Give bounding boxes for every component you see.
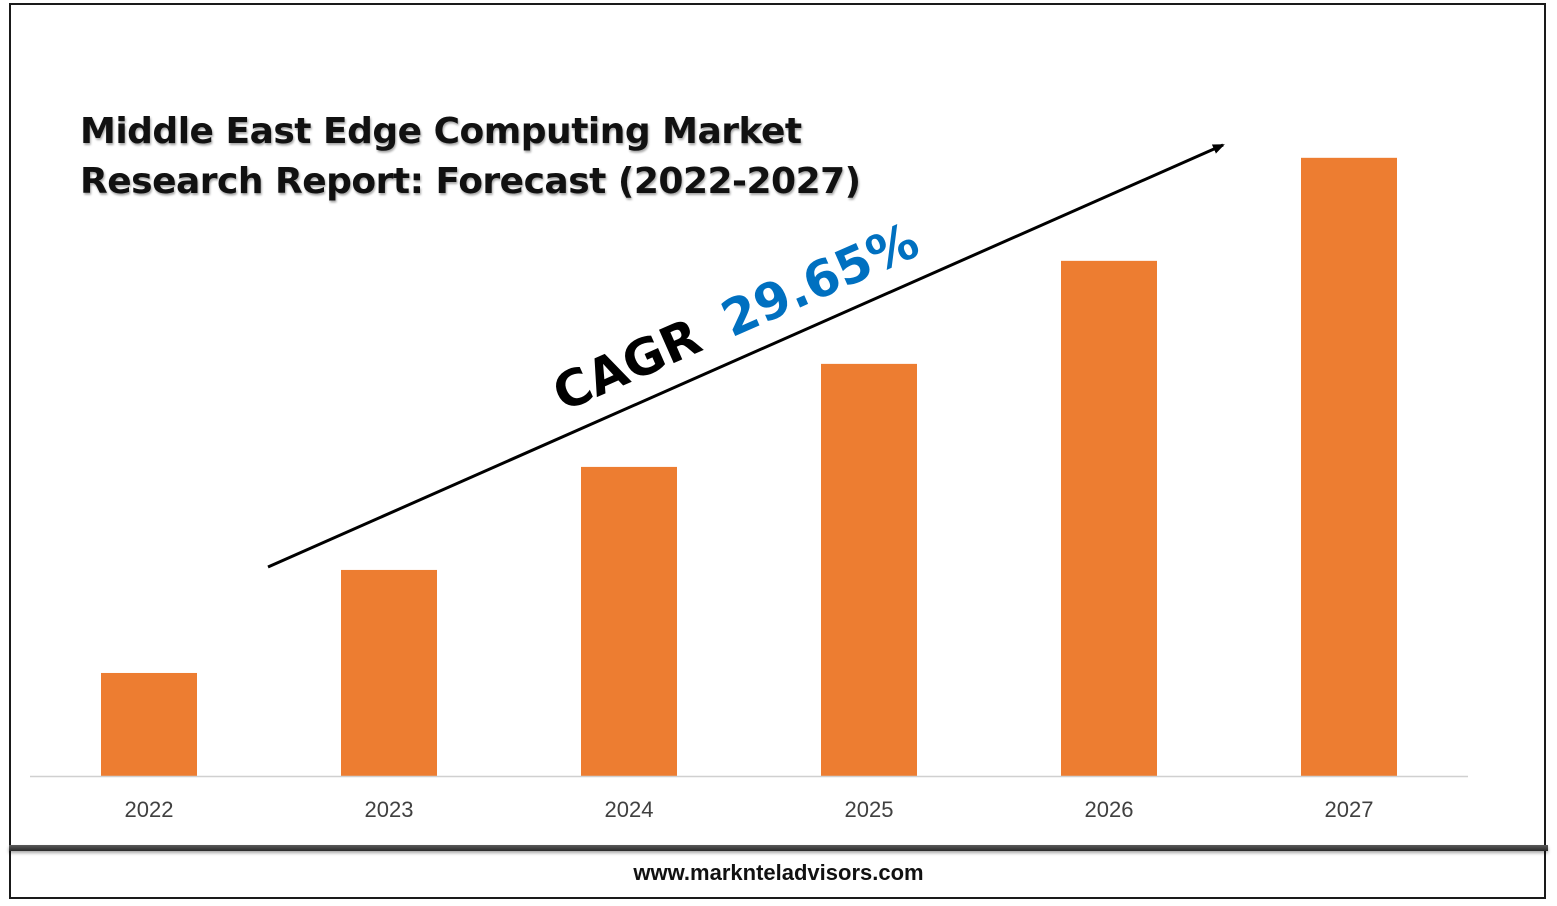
footer-website-url: www.marknteladvisors.com	[633, 860, 924, 885]
bar-2025	[821, 363, 917, 776]
bar-2022	[101, 672, 197, 776]
bar-2024	[581, 466, 677, 776]
chart-title-line-1: Middle East Edge Computing Market	[80, 111, 802, 152]
bar-2027	[1301, 157, 1397, 776]
bar-2023	[341, 569, 437, 776]
chart-title: Middle East Edge Computing Market Resear…	[80, 107, 861, 207]
x-tick-label-2027: 2027	[1325, 797, 1374, 822]
chart-title-line-2: Research Report: Forecast (2022-2027)	[80, 161, 861, 202]
x-tick-labels: 2022 2023 2024 2025 2026 2027	[125, 797, 1374, 822]
x-tick-label-2025: 2025	[845, 797, 894, 822]
x-tick-label-2022: 2022	[125, 797, 174, 822]
x-tick-label-2023: 2023	[365, 797, 414, 822]
cagr-value: 29.65%	[713, 211, 927, 348]
bar-2026	[1061, 260, 1157, 776]
x-tick-label-2024: 2024	[605, 797, 654, 822]
bars-group	[101, 157, 1397, 776]
trend-arrow	[267, 143, 1225, 569]
x-tick-label-2026: 2026	[1085, 797, 1134, 822]
chart-frame	[9, 3, 1546, 899]
cagr-label: CAGR	[544, 307, 709, 423]
footer-divider	[9, 845, 1548, 851]
